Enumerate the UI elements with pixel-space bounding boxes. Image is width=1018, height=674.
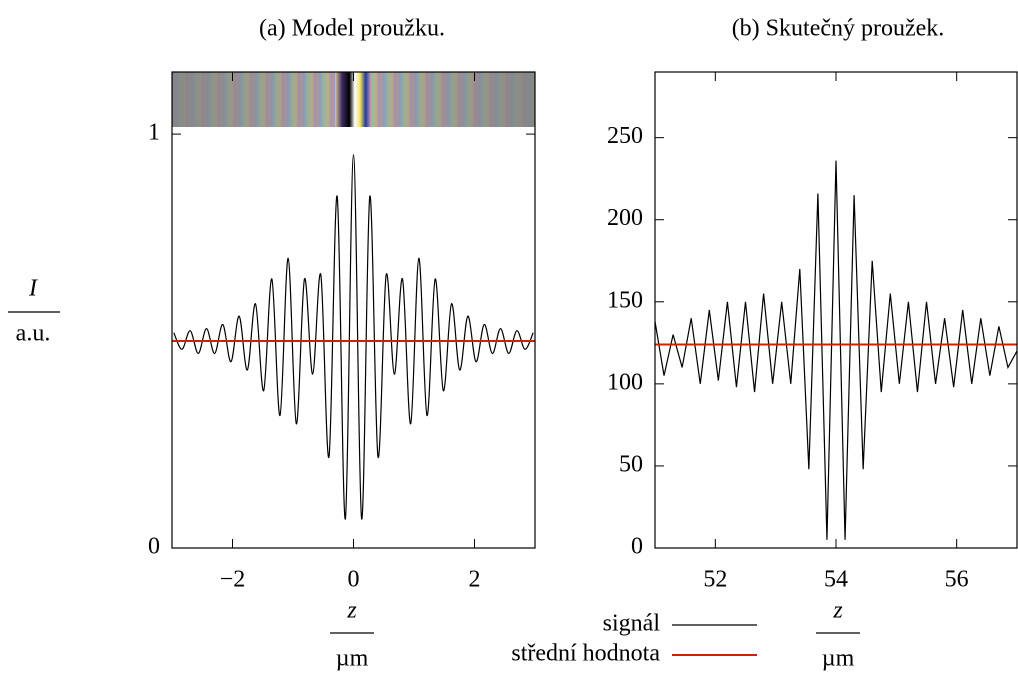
x-tick-label: 2 — [469, 567, 481, 593]
legend-label: střední hodnota — [511, 641, 660, 667]
x-tick-label: 56 — [945, 567, 969, 593]
y-tick-label: 150 — [607, 287, 643, 313]
y-tick-label: 1 — [148, 120, 160, 146]
panel-title: (b) Skutečný proužek. — [732, 16, 945, 42]
x-label-unit: µm — [336, 646, 369, 672]
x-tick-label: −2 — [220, 567, 246, 593]
y-tick-label: 0 — [148, 534, 160, 560]
x-tick-label: 52 — [703, 567, 727, 593]
panel-title: (a) Model proužku. — [259, 16, 445, 42]
x-label-symbol: z — [346, 598, 357, 624]
series-line — [173, 154, 534, 520]
legend-label: signál — [603, 611, 661, 637]
plot-frame — [654, 71, 1018, 549]
series-line — [655, 160, 1017, 540]
y-tick-label: 200 — [607, 205, 643, 231]
y-tick-label: 100 — [607, 369, 643, 395]
y-tick-label: 250 — [607, 123, 643, 149]
y-tick-label: 0 — [631, 534, 643, 560]
y-label-symbol: I — [28, 276, 38, 302]
plot-frame — [171, 71, 536, 549]
x-tick-label: 54 — [824, 567, 848, 593]
y-label-unit: a.u. — [16, 321, 51, 347]
x-tick-label: 0 — [348, 567, 360, 593]
fringe-image-center — [335, 72, 371, 127]
x-label-symbol: z — [832, 598, 843, 624]
y-tick-label: 50 — [619, 451, 643, 477]
x-label-unit: µm — [822, 646, 855, 672]
